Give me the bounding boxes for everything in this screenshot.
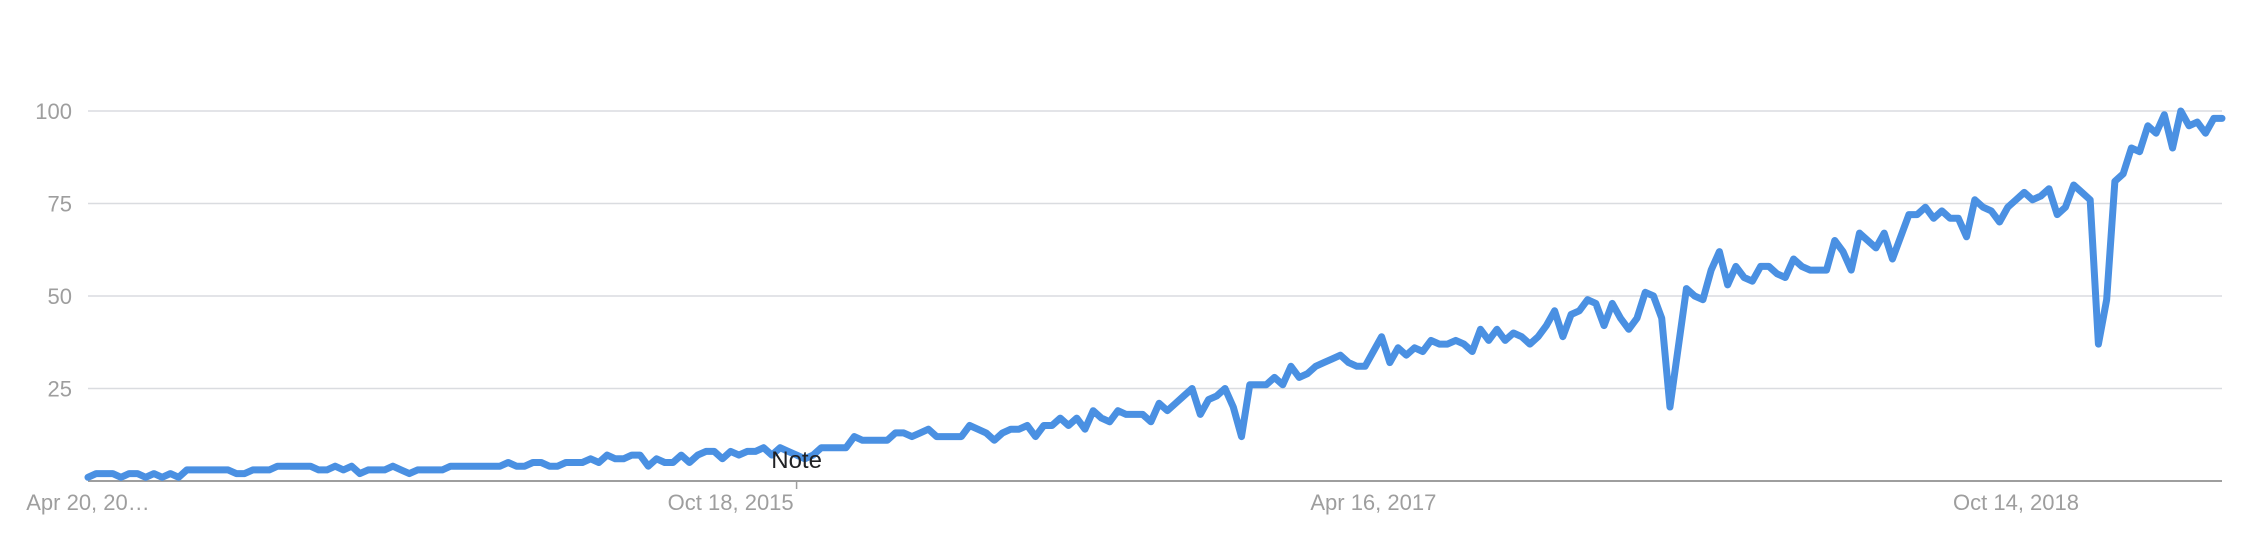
y-tick-label: 100: [35, 99, 72, 124]
x-tick-label: Oct 14, 2018: [1953, 490, 2079, 515]
series-group: [84, 107, 2226, 481]
y-tick-label: 75: [48, 192, 72, 217]
annotation-note[interactable]: Note: [771, 447, 822, 474]
y-tick-label: 25: [48, 377, 72, 402]
x-tick-label: Apr 16, 2017: [1310, 490, 1436, 515]
x-tick-label: Oct 18, 2015: [668, 490, 794, 515]
x-axis-ticks: Apr 20, 20… Oct 18, 2015 Apr 16, 2017 Oct 1…: [26, 490, 2079, 515]
gridlines: [88, 110, 2222, 390]
x-tick-label: Apr 20, 20…: [26, 490, 150, 515]
y-tick-label: 50: [48, 284, 72, 309]
y-axis-ticks: 25 50 75 100: [35, 99, 72, 402]
annotation-group: Note: [771, 447, 822, 489]
series-line: [84, 107, 2226, 481]
